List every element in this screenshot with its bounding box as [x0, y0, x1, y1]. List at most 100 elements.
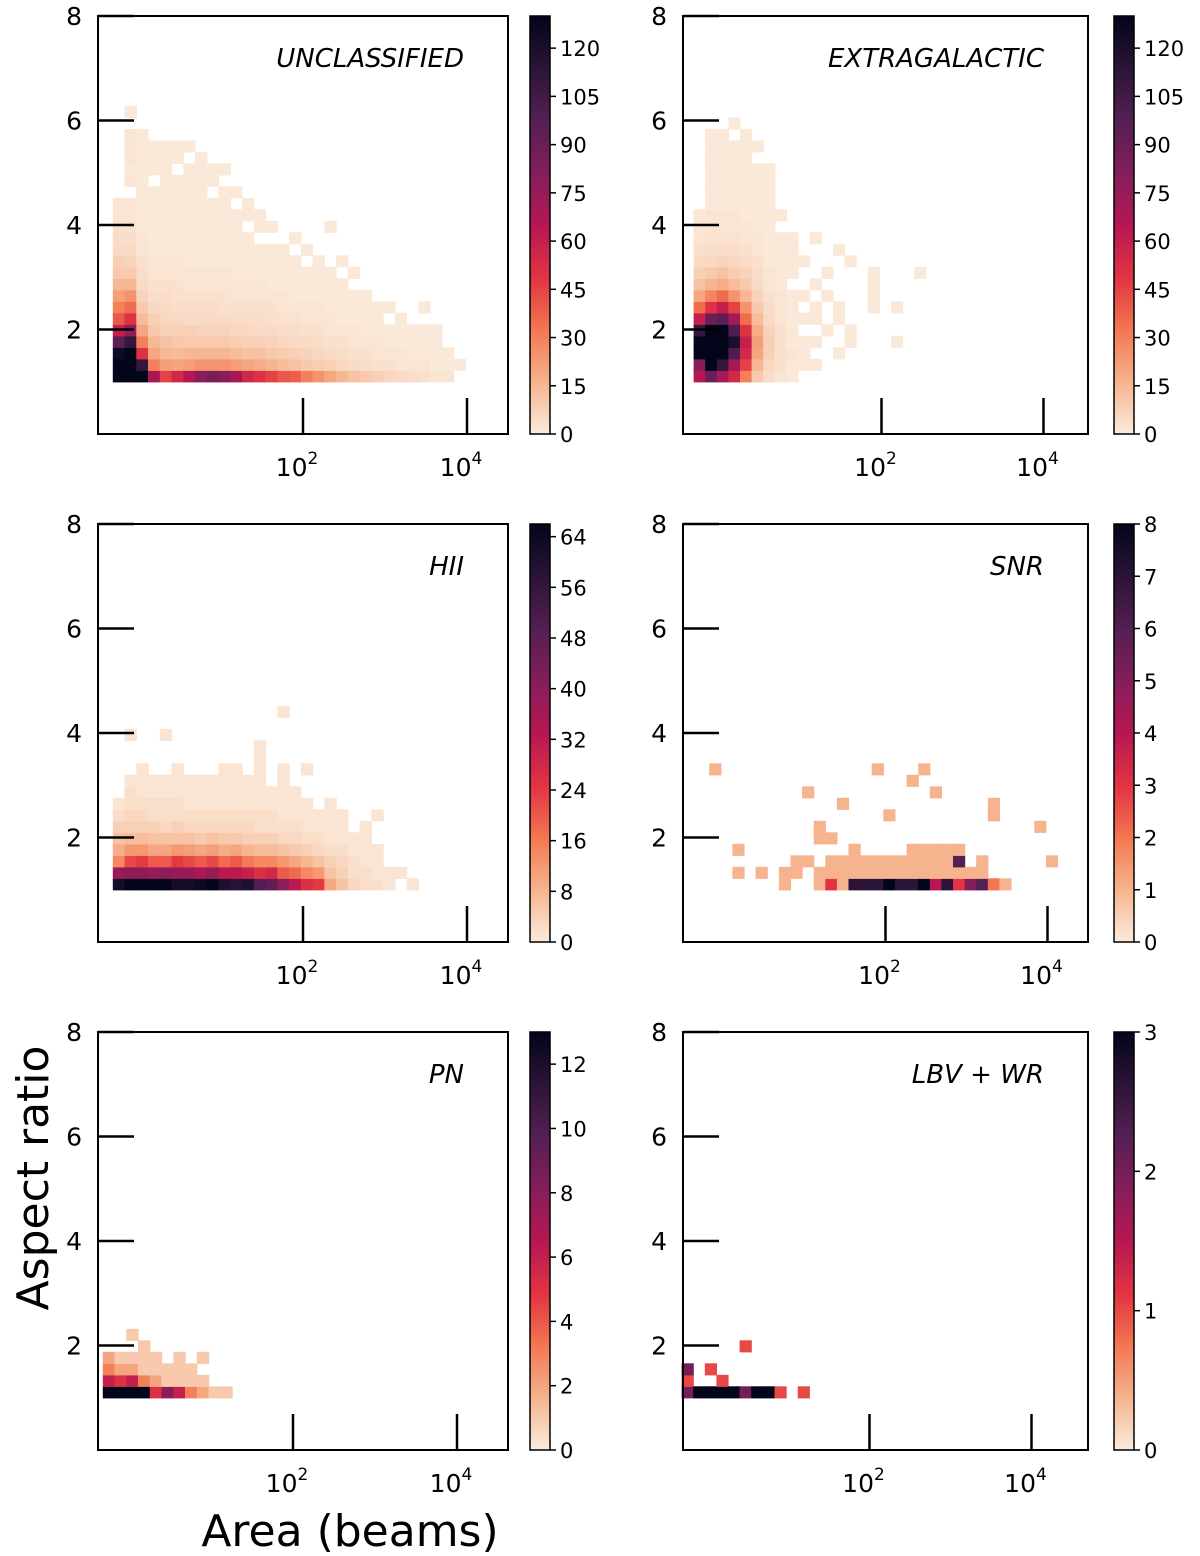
heatmap-cell — [253, 243, 267, 256]
heatmap-cell — [124, 878, 137, 891]
heatmap-cell — [347, 324, 361, 337]
heatmap-cell — [124, 255, 137, 268]
heatmap-cells — [681, 1340, 810, 1399]
heatmap-cell — [277, 335, 290, 348]
heatmap-cell — [253, 324, 267, 337]
colorbar-tick-label: 90 — [1144, 134, 1171, 158]
colorbar-tick-label: 75 — [560, 182, 587, 206]
heatmap-cell — [300, 866, 314, 879]
heatmap-cell — [336, 301, 349, 314]
heatmap-cell — [964, 878, 977, 891]
heatmap-cell — [774, 312, 788, 325]
heatmap-cell — [312, 312, 325, 325]
heatmap-cell — [171, 255, 184, 268]
heatmap-cell — [183, 301, 196, 314]
heatmap-cell — [798, 347, 811, 360]
heatmap-cell — [112, 843, 126, 856]
heatmap-cell — [112, 866, 126, 879]
heatmap-cell — [148, 151, 161, 164]
x-tick-label: 102 — [854, 449, 897, 482]
heatmap-cell — [1045, 855, 1059, 868]
heatmap-cell — [159, 232, 173, 245]
heatmap-cell — [112, 855, 126, 868]
heatmap-cell — [289, 820, 302, 833]
heatmap-cell — [740, 186, 753, 199]
heatmap-cell — [867, 266, 880, 279]
heatmap-cell — [941, 878, 954, 891]
heatmap-cell — [941, 866, 954, 879]
heatmap-cell — [171, 370, 184, 383]
heatmap-cell — [312, 278, 325, 291]
heatmap-cell — [300, 809, 314, 822]
heatmap-cell — [265, 278, 278, 291]
heatmap-cell — [218, 832, 231, 845]
heatmap-cell — [124, 266, 137, 279]
heatmap-cell — [693, 370, 706, 383]
heatmap-cell — [242, 820, 255, 833]
heatmap-cell — [112, 243, 126, 256]
heatmap-cell — [253, 866, 267, 879]
y-tick-label: 8 — [651, 1018, 667, 1047]
heatmap-cell — [312, 878, 325, 891]
heatmap-cell — [230, 220, 243, 233]
heatmap-cell — [289, 232, 302, 245]
heatmap-cell — [171, 324, 184, 337]
heatmap-cell — [705, 266, 718, 279]
heatmap-cell — [112, 335, 126, 348]
heatmap-cell — [359, 832, 372, 845]
heatmap-cell — [277, 278, 290, 291]
heatmap-cell — [183, 243, 196, 256]
heatmap-cell — [112, 278, 126, 291]
heatmap-cell — [195, 347, 208, 360]
colorbar-tick-label: 48 — [560, 627, 587, 651]
heatmap-cell — [740, 255, 753, 268]
heatmap-cell — [136, 370, 149, 383]
heatmap-cell — [124, 301, 137, 314]
heatmap-cell — [813, 832, 826, 845]
heatmap-cell — [196, 1386, 210, 1399]
y-tick-label: 6 — [66, 1123, 82, 1152]
colorbar-tick-label: 8 — [560, 1182, 573, 1206]
heatmap-cell — [149, 1374, 163, 1387]
heatmap-cell — [809, 301, 822, 314]
heatmap-cell — [242, 324, 255, 337]
y-tick-label: 8 — [66, 510, 82, 539]
y-ticks: 2 4 6 8 — [651, 2, 719, 345]
heatmap-cell — [171, 832, 184, 845]
heatmap-cell — [300, 370, 314, 383]
colorbar-tick-label: 30 — [560, 327, 587, 351]
heatmap-cell — [138, 1386, 151, 1399]
heatmap-cell — [347, 832, 361, 845]
heatmap-cell — [359, 324, 372, 337]
heatmap-cell — [324, 266, 337, 279]
colorbar-tick-label: 24 — [560, 779, 587, 803]
heatmap-cell — [277, 312, 290, 325]
heatmap-cell — [265, 301, 278, 314]
colorbar: 0 1 2 3 4 5 6 7 8 — [1113, 513, 1157, 955]
heatmap-cell — [148, 324, 161, 337]
heatmap-cell — [871, 878, 884, 891]
heatmap-cell — [728, 151, 741, 164]
heatmap-cell — [265, 855, 278, 868]
heatmap-cell — [159, 347, 173, 360]
heatmap-cell — [359, 820, 372, 833]
heatmap-cell — [394, 866, 408, 879]
heatmap-cell — [159, 209, 173, 222]
heatmap-cell — [114, 1374, 127, 1387]
heatmap-cell — [728, 324, 741, 337]
heatmap-cell — [728, 117, 741, 130]
heatmap-cell — [148, 347, 161, 360]
heatmap-cell — [138, 1340, 151, 1353]
heatmap-cell — [964, 866, 977, 879]
heatmap-cell — [312, 266, 325, 279]
heatmap-cell — [716, 128, 729, 141]
heatmap-cell — [124, 209, 137, 222]
heatmap-cell — [195, 220, 208, 233]
heatmap-cell — [242, 232, 255, 245]
heatmap-cell — [230, 347, 243, 360]
heatmap-cell — [751, 186, 764, 199]
heatmap-cell — [848, 866, 861, 879]
heatmap-cell — [728, 232, 741, 245]
heatmap-cell — [148, 774, 161, 787]
colorbar-tick-label: 105 — [1144, 85, 1184, 109]
